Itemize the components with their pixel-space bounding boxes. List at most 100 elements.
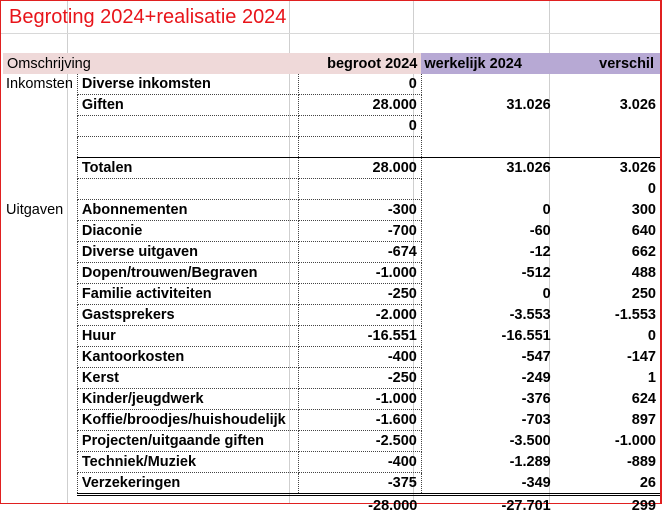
cell-begroot[interactable]: 28.000	[299, 95, 422, 116]
cell-werkelijk[interactable]: -60	[421, 221, 554, 242]
cell-begroot[interactable]: 0	[299, 116, 422, 137]
table-row: Verzekeringen -375 -349 26	[3, 473, 660, 495]
cell-verschil[interactable]: -889	[555, 452, 660, 473]
row-label[interactable]: Gastsprekers	[77, 305, 298, 326]
cell-verschil[interactable]: 640	[555, 221, 660, 242]
page-title[interactable]: Begroting 2024+realisatie 2024	[9, 6, 286, 29]
row-label[interactable]: Verzekeringen	[77, 473, 298, 495]
cell-werkelijk[interactable]	[421, 116, 554, 137]
header-werkelijk[interactable]: werkelijk 2024	[421, 53, 554, 74]
header-verschil[interactable]: verschil	[555, 53, 660, 74]
cell-verschil[interactable]: 624	[555, 389, 660, 410]
cell-begroot[interactable]: 0	[299, 74, 422, 95]
cell-werkelijk[interactable]: -703	[421, 410, 554, 431]
row-label[interactable]: Kantoorkosten	[77, 347, 298, 368]
cell-werkelijk[interactable]: -3.553	[421, 305, 554, 326]
cell-begroot[interactable]: -2.000	[299, 305, 422, 326]
row-label[interactable]: Familie activiteiten	[77, 284, 298, 305]
table-row: Kinder/jeugdwerk -1.000 -376 624	[3, 389, 660, 410]
cell-begroot[interactable]: -674	[299, 242, 422, 263]
total-verschil[interactable]: 3.026	[555, 158, 660, 179]
row-label[interactable]: Kinder/jeugdwerk	[77, 389, 298, 410]
cell-begroot[interactable]: -16.551	[299, 326, 422, 347]
cell-verschil[interactable]: 250	[555, 284, 660, 305]
cell-begroot[interactable]: -250	[299, 368, 422, 389]
cell-verschil[interactable]: -147	[555, 347, 660, 368]
totals-row-inkomsten: Totalen 28.000 31.026 3.026	[3, 158, 660, 179]
cell-begroot[interactable]: -2.500	[299, 431, 422, 452]
cell-begroot[interactable]: -700	[299, 221, 422, 242]
cell-verschil[interactable]: 488	[555, 263, 660, 284]
cell-werkelijk[interactable]: -249	[421, 368, 554, 389]
row-label[interactable]: Projecten/uitgaande giften	[77, 431, 298, 452]
row-label[interactable]	[77, 116, 298, 137]
row-label[interactable]: Dopen/trouwen/Begraven	[77, 263, 298, 284]
cell-verschil[interactable]: 662	[555, 242, 660, 263]
row-label[interactable]: Techniek/Muziek	[77, 452, 298, 473]
cell-werkelijk[interactable]: 0	[421, 284, 554, 305]
row-label[interactable]: Huur	[77, 326, 298, 347]
total-werkelijk[interactable]: 31.026	[421, 158, 554, 179]
cell-begroot[interactable]: -400	[299, 452, 422, 473]
cell-verschil[interactable]: -1.000	[555, 431, 660, 452]
table-row: Techniek/Muziek -400 -1.289 -889	[3, 452, 660, 473]
cell-werkelijk[interactable]: 31.026	[421, 95, 554, 116]
row-label[interactable]: Kerst	[77, 368, 298, 389]
row-label[interactable]: Giften	[77, 95, 298, 116]
cell-werkelijk[interactable]: -16.551	[421, 326, 554, 347]
cell-verschil[interactable]: 300	[555, 200, 660, 221]
total-werkelijk[interactable]: -27.701	[421, 495, 554, 516]
totals-label[interactable]: Totalen	[77, 158, 298, 179]
cell-verschil[interactable]: 1	[555, 368, 660, 389]
cell-werkelijk[interactable]: -547	[421, 347, 554, 368]
table-row: 0	[3, 179, 660, 200]
table-row: Koffie/broodjes/huishoudelijk -1.600 -70…	[3, 410, 660, 431]
budget-table: Omschrijving begroot 2024 werkelijk 2024…	[3, 53, 660, 516]
cell-verschil[interactable]	[555, 74, 660, 95]
cell-verschil[interactable]	[555, 116, 660, 137]
table-row: Dopen/trouwen/Begraven -1.000 -512 488	[3, 263, 660, 284]
category-inkomsten[interactable]: Inkomsten	[3, 74, 77, 95]
cell-begroot[interactable]: -1.000	[299, 389, 422, 410]
cell-verschil[interactable]: 897	[555, 410, 660, 431]
cell-begroot[interactable]: -1.000	[299, 263, 422, 284]
header-row: Omschrijving begroot 2024 werkelijk 2024…	[3, 53, 660, 74]
table-row: Kerst -250 -249 1	[3, 368, 660, 389]
total-verschil[interactable]: 299	[555, 495, 660, 516]
cell-verschil[interactable]: 26	[555, 473, 660, 495]
spacer-row	[3, 137, 660, 158]
row-label[interactable]: Diverse inkomsten	[77, 74, 298, 95]
table-row: Inkomsten Diverse inkomsten 0	[3, 74, 660, 95]
table-row: Familie activiteiten -250 0 250	[3, 284, 660, 305]
cell-begroot[interactable]: -400	[299, 347, 422, 368]
cell-werkelijk[interactable]: -3.500	[421, 431, 554, 452]
table-row: Diaconie -700 -60 640	[3, 221, 660, 242]
cell-werkelijk[interactable]: -349	[421, 473, 554, 495]
cell-werkelijk[interactable]: -512	[421, 263, 554, 284]
total-begroot[interactable]: -28.000	[299, 495, 422, 516]
cell-verschil[interactable]: 0	[555, 326, 660, 347]
spreadsheet: Begroting 2024+realisatie 2024 Omschrijv…	[0, 0, 662, 504]
cell-werkelijk[interactable]: -12	[421, 242, 554, 263]
row-label[interactable]: Diverse uitgaven	[77, 242, 298, 263]
row-label[interactable]: Diaconie	[77, 221, 298, 242]
totals-row-uitgaven: -28.000 -27.701 299	[3, 495, 660, 516]
total-begroot[interactable]: 28.000	[299, 158, 422, 179]
row-label[interactable]: Abonnementen	[77, 200, 298, 221]
cell-werkelijk[interactable]: -1.289	[421, 452, 554, 473]
category-uitgaven[interactable]: Uitgaven	[3, 200, 77, 221]
cell-begroot[interactable]: -300	[299, 200, 422, 221]
cell-werkelijk[interactable]	[421, 74, 554, 95]
header-omschrijving[interactable]: Omschrijving	[3, 53, 299, 74]
row-label[interactable]: Koffie/broodjes/huishoudelijk	[77, 410, 298, 431]
cell-verschil[interactable]: -1.553	[555, 305, 660, 326]
header-begroot[interactable]: begroot 2024	[299, 53, 422, 74]
table-row: Kantoorkosten -400 -547 -147	[3, 347, 660, 368]
cell-verschil[interactable]: 3.026	[555, 95, 660, 116]
cell-werkelijk[interactable]: 0	[421, 200, 554, 221]
cell-begroot[interactable]: -1.600	[299, 410, 422, 431]
cell-werkelijk[interactable]: -376	[421, 389, 554, 410]
cell-verschil[interactable]: 0	[555, 179, 660, 200]
cell-begroot[interactable]: -250	[299, 284, 422, 305]
cell-begroot[interactable]: -375	[299, 473, 422, 495]
